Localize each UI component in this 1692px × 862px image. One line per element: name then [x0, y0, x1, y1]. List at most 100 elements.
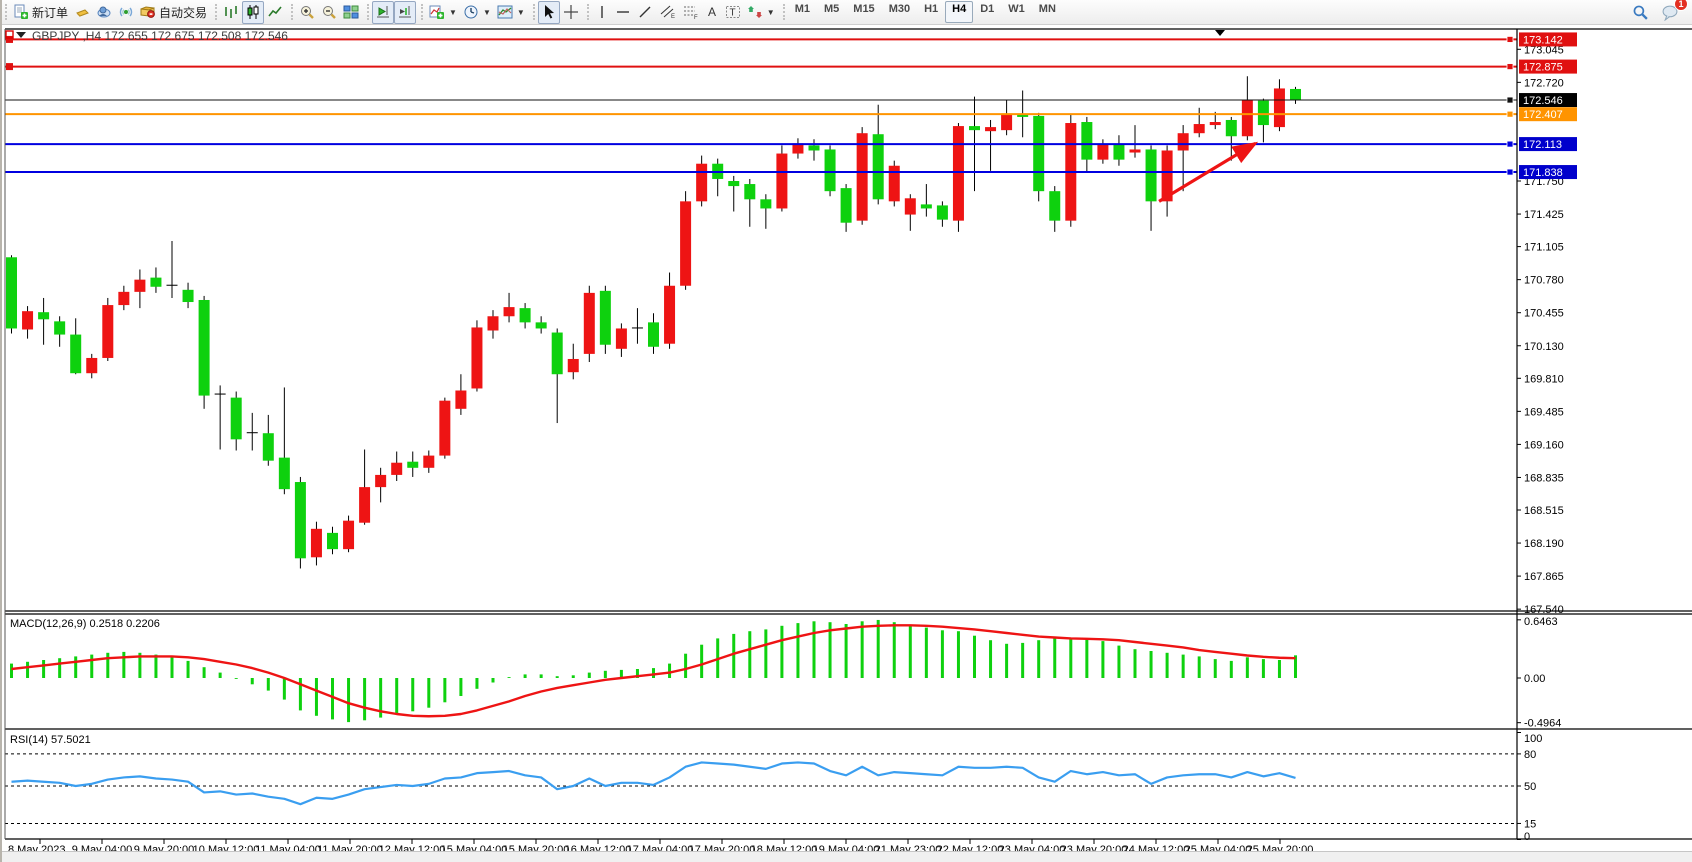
period-button-d1[interactable]: D1: [980, 3, 995, 15]
period-button-m5[interactable]: M5: [824, 3, 840, 15]
toolbar-group-trade: 新订单 自动交易: [4, 1, 214, 23]
price-badge: [1519, 32, 1577, 47]
auto-scroll-button[interactable]: [372, 0, 395, 24]
candle-body: [214, 393, 226, 395]
zoom-in-button[interactable]: [296, 1, 318, 24]
candle-body: [952, 126, 964, 221]
price-tick-label: 167.540: [1524, 604, 1564, 616]
crosshair-button[interactable]: [560, 1, 582, 24]
line-chart-button[interactable]: [264, 1, 286, 24]
new-order-label: 新订单: [32, 5, 69, 20]
candle-body: [1193, 124, 1205, 134]
candle-body: [551, 332, 563, 375]
time-label: 8 May 2023: [8, 844, 65, 851]
zoom-out-button[interactable]: [318, 1, 340, 24]
time-label: 9 May 04:00: [72, 844, 133, 851]
time-label: 11 May 20:00: [317, 844, 383, 851]
macd-pane: [10, 619, 1297, 723]
channel-button[interactable]: E: [656, 1, 679, 24]
candle-body: [471, 327, 483, 389]
arrows-button[interactable]: ▼: [744, 1, 778, 24]
tile-windows-button[interactable]: [340, 1, 362, 24]
autotrading-button[interactable]: 自动交易: [137, 1, 210, 24]
indicators-button[interactable]: ▼: [426, 1, 460, 24]
candlestick-chart-button[interactable]: [242, 0, 265, 24]
fibonacci-button[interactable]: F: [679, 1, 702, 24]
candle-body: [262, 433, 274, 461]
vertical-line-button[interactable]: [592, 1, 612, 24]
one-click-trading-marker[interactable]: [5, 30, 14, 39]
horizontal-line-button[interactable]: [612, 1, 634, 24]
chart-title: GBPJPY ,H4 172.655 172.675 172.508 172.5…: [32, 29, 288, 43]
candle-body: [1257, 100, 1269, 126]
price-tick-label: 170.455: [1524, 308, 1564, 320]
toolbar-group-drawings: E F A T ▼: [586, 1, 782, 23]
candle-body: [1049, 191, 1061, 221]
period-button-h1[interactable]: H1: [924, 3, 939, 15]
trend-arrow-annotation[interactable]: [1158, 141, 1259, 203]
line-handle[interactable]: [1506, 168, 1514, 176]
line-handle[interactable]: [1506, 140, 1514, 148]
trendline-button[interactable]: [634, 1, 656, 24]
period-button-mn[interactable]: MN: [1038, 3, 1056, 15]
period-button-m15[interactable]: M15: [853, 3, 875, 15]
price-badge: [1519, 93, 1577, 108]
chevron-down-icon: ▼: [516, 7, 525, 17]
templates-button[interactable]: ▼: [494, 1, 528, 24]
svg-text:F: F: [694, 15, 698, 20]
period-button-m1[interactable]: M1: [794, 3, 810, 15]
candle-body: [375, 474, 387, 488]
candle-body: [969, 126, 980, 131]
candle-body: [1290, 88, 1301, 101]
search-button[interactable]: [1629, 1, 1652, 24]
line-handle[interactable]: [1506, 110, 1514, 118]
line-handle[interactable]: [1506, 36, 1514, 43]
candle-body: [423, 455, 435, 468]
vertical-line-icon: [595, 4, 609, 20]
rsi-pane: [5, 753, 1517, 824]
market-button[interactable]: [71, 1, 93, 24]
time-label: 11 May 04:00: [255, 844, 321, 851]
candle-body: [391, 462, 403, 475]
chart-shift-button[interactable]: [394, 0, 417, 24]
period-button-h4[interactable]: H4: [945, 1, 974, 23]
rsi-tick-label: 50: [1524, 781, 1536, 793]
macd-signal-line: [11, 624, 1296, 718]
search-icon: [1632, 4, 1649, 21]
price-axis: 173.045172.720171.750171.425171.105170.7…: [1517, 32, 1577, 616]
text-button[interactable]: A: [702, 1, 722, 24]
line-handle[interactable]: [1506, 96, 1514, 104]
candle-body: [182, 289, 194, 303]
price-badge-label: 171.838: [1523, 167, 1563, 179]
cursor-button[interactable]: [537, 0, 560, 24]
candle-body: [294, 482, 306, 559]
toolbar-group-scroll: [366, 0, 420, 24]
symbol-dropdown-icon[interactable]: [16, 32, 26, 38]
chart-area[interactable]: 173.045 172.720 171.750 171.425 171.105 170.7…: [2, 25, 1692, 856]
period-button-m30[interactable]: M30: [888, 3, 911, 15]
template-icon: [497, 4, 513, 20]
status-bar: [2, 851, 1692, 862]
candle-body: [1209, 122, 1221, 126]
chat-button[interactable]: 1: [1658, 0, 1688, 24]
candle-body: [54, 321, 66, 335]
bar-chart-button[interactable]: [220, 1, 242, 24]
period-button-w1[interactable]: W1: [1008, 3, 1025, 15]
chevron-down-icon: ▼: [766, 7, 775, 17]
chart-shift-marker[interactable]: [1215, 30, 1225, 36]
text-label-button[interactable]: T: [722, 1, 744, 24]
line-handle[interactable]: [1506, 63, 1514, 70]
channel-icon: E: [659, 4, 676, 20]
candle-body: [150, 277, 162, 287]
timeframes-button[interactable]: ▼: [460, 1, 494, 24]
candle-body: [648, 322, 659, 347]
cursor-icon: [541, 4, 557, 20]
macd-label: MACD(12,26,9) 0.2518 0.2206: [10, 618, 160, 630]
signals-button[interactable]: [115, 1, 137, 24]
line-handle[interactable]: [6, 35, 13, 43]
arrows-icon: [747, 4, 763, 20]
community-button[interactable]: [93, 1, 115, 24]
time-label: 18 May 12:00: [751, 844, 818, 851]
line-handle[interactable]: [6, 63, 13, 71]
new-order-button[interactable]: 新订单: [10, 1, 71, 24]
